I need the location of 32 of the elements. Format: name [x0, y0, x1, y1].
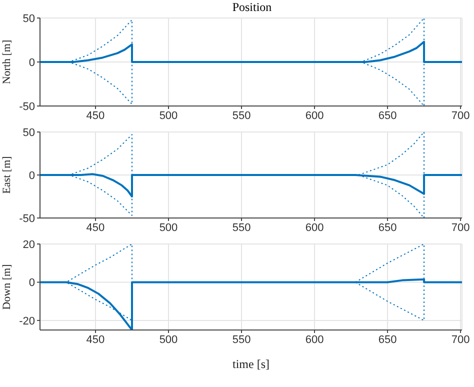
- x-tick-label: 650: [378, 110, 397, 122]
- y-tick-label: -20: [19, 315, 35, 328]
- y-tick-label: 20: [22, 238, 35, 251]
- chart-title: Position: [231, 0, 273, 14]
- x-tick-label: 450: [86, 334, 105, 346]
- x-tick-label: 450: [86, 110, 105, 122]
- x-tick-label: 650: [378, 222, 397, 234]
- y-axis-title: Down [m]: [0, 264, 13, 310]
- x-tick-label: 600: [305, 334, 324, 346]
- x-tick-label: 500: [159, 334, 178, 346]
- x-tick-label: 500: [159, 110, 178, 122]
- x-tick-label: 700: [451, 222, 470, 234]
- y-tick-label: 0: [28, 56, 35, 69]
- x-tick-label: 550: [232, 110, 251, 122]
- x-tick-label: 700: [451, 110, 470, 122]
- y-tick-label: -50: [19, 212, 35, 225]
- y-axis-title: East [m]: [0, 156, 13, 194]
- x-tick-label: 600: [305, 222, 324, 234]
- x-tick-label: 450: [86, 222, 105, 234]
- y-axis-title: North [m]: [0, 40, 13, 84]
- x-axis-title: time [s]: [232, 357, 270, 371]
- x-tick-label: 550: [232, 334, 251, 346]
- x-tick-label: 600: [305, 110, 324, 122]
- x-tick-label: 650: [378, 334, 397, 346]
- x-tick-label: 550: [232, 222, 251, 234]
- x-tick-label: 500: [159, 222, 178, 234]
- y-tick-label: 50: [22, 126, 35, 139]
- y-tick-label: 0: [28, 277, 35, 290]
- y-tick-label: -50: [19, 100, 35, 113]
- x-tick-label: 700: [451, 334, 470, 346]
- y-tick-label: 0: [28, 170, 35, 182]
- y-tick-label: 50: [22, 12, 35, 25]
